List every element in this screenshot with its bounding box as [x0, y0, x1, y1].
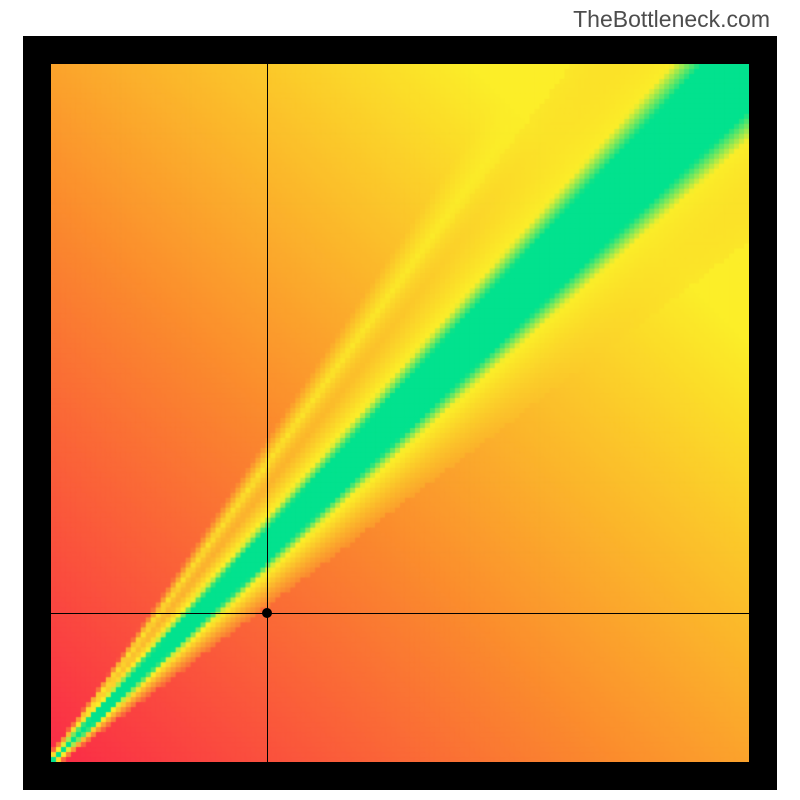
watermark-text: TheBottleneck.com [573, 6, 770, 33]
crosshair-vertical [267, 64, 268, 762]
bottleneck-heatmap [51, 64, 749, 762]
crosshair-horizontal [51, 613, 749, 614]
chart-container: TheBottleneck.com [0, 0, 800, 800]
